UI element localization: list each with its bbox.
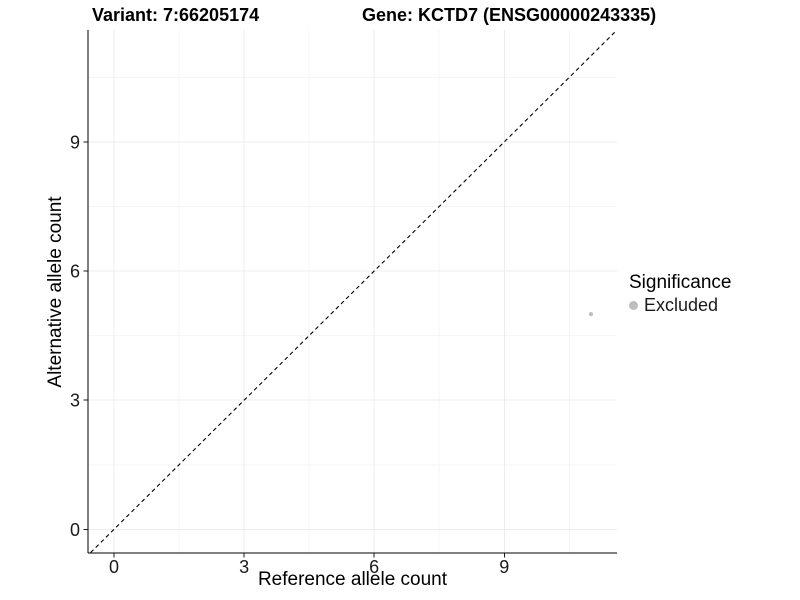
y-tick-label: 0 <box>70 520 80 540</box>
y-tick-label: 3 <box>70 391 80 411</box>
gene-title: Gene: KCTD7 (ENSG00000243335) <box>362 5 657 25</box>
x-tick-label: 0 <box>109 557 119 577</box>
x-tick-label: 3 <box>239 557 249 577</box>
excluded-point-icon <box>629 301 638 310</box>
variant-title: Variant: 7:66205174 <box>92 5 260 25</box>
x-tick-label: 9 <box>499 557 509 577</box>
y-tick-label: 6 <box>70 262 80 282</box>
legend-title: Significance <box>629 272 732 293</box>
identity-line <box>89 30 617 553</box>
x-tick-label: 6 <box>369 557 379 577</box>
data-point <box>588 311 594 317</box>
y-tick-label: 9 <box>70 132 80 152</box>
y-axis-label: Alternative allele count <box>45 196 66 388</box>
x-axis-label: Reference allele count <box>257 569 448 590</box>
legend-item-excluded: Excluded <box>629 295 731 316</box>
legend-label: Excluded <box>644 295 719 315</box>
legend: Significance Excluded <box>629 271 731 316</box>
